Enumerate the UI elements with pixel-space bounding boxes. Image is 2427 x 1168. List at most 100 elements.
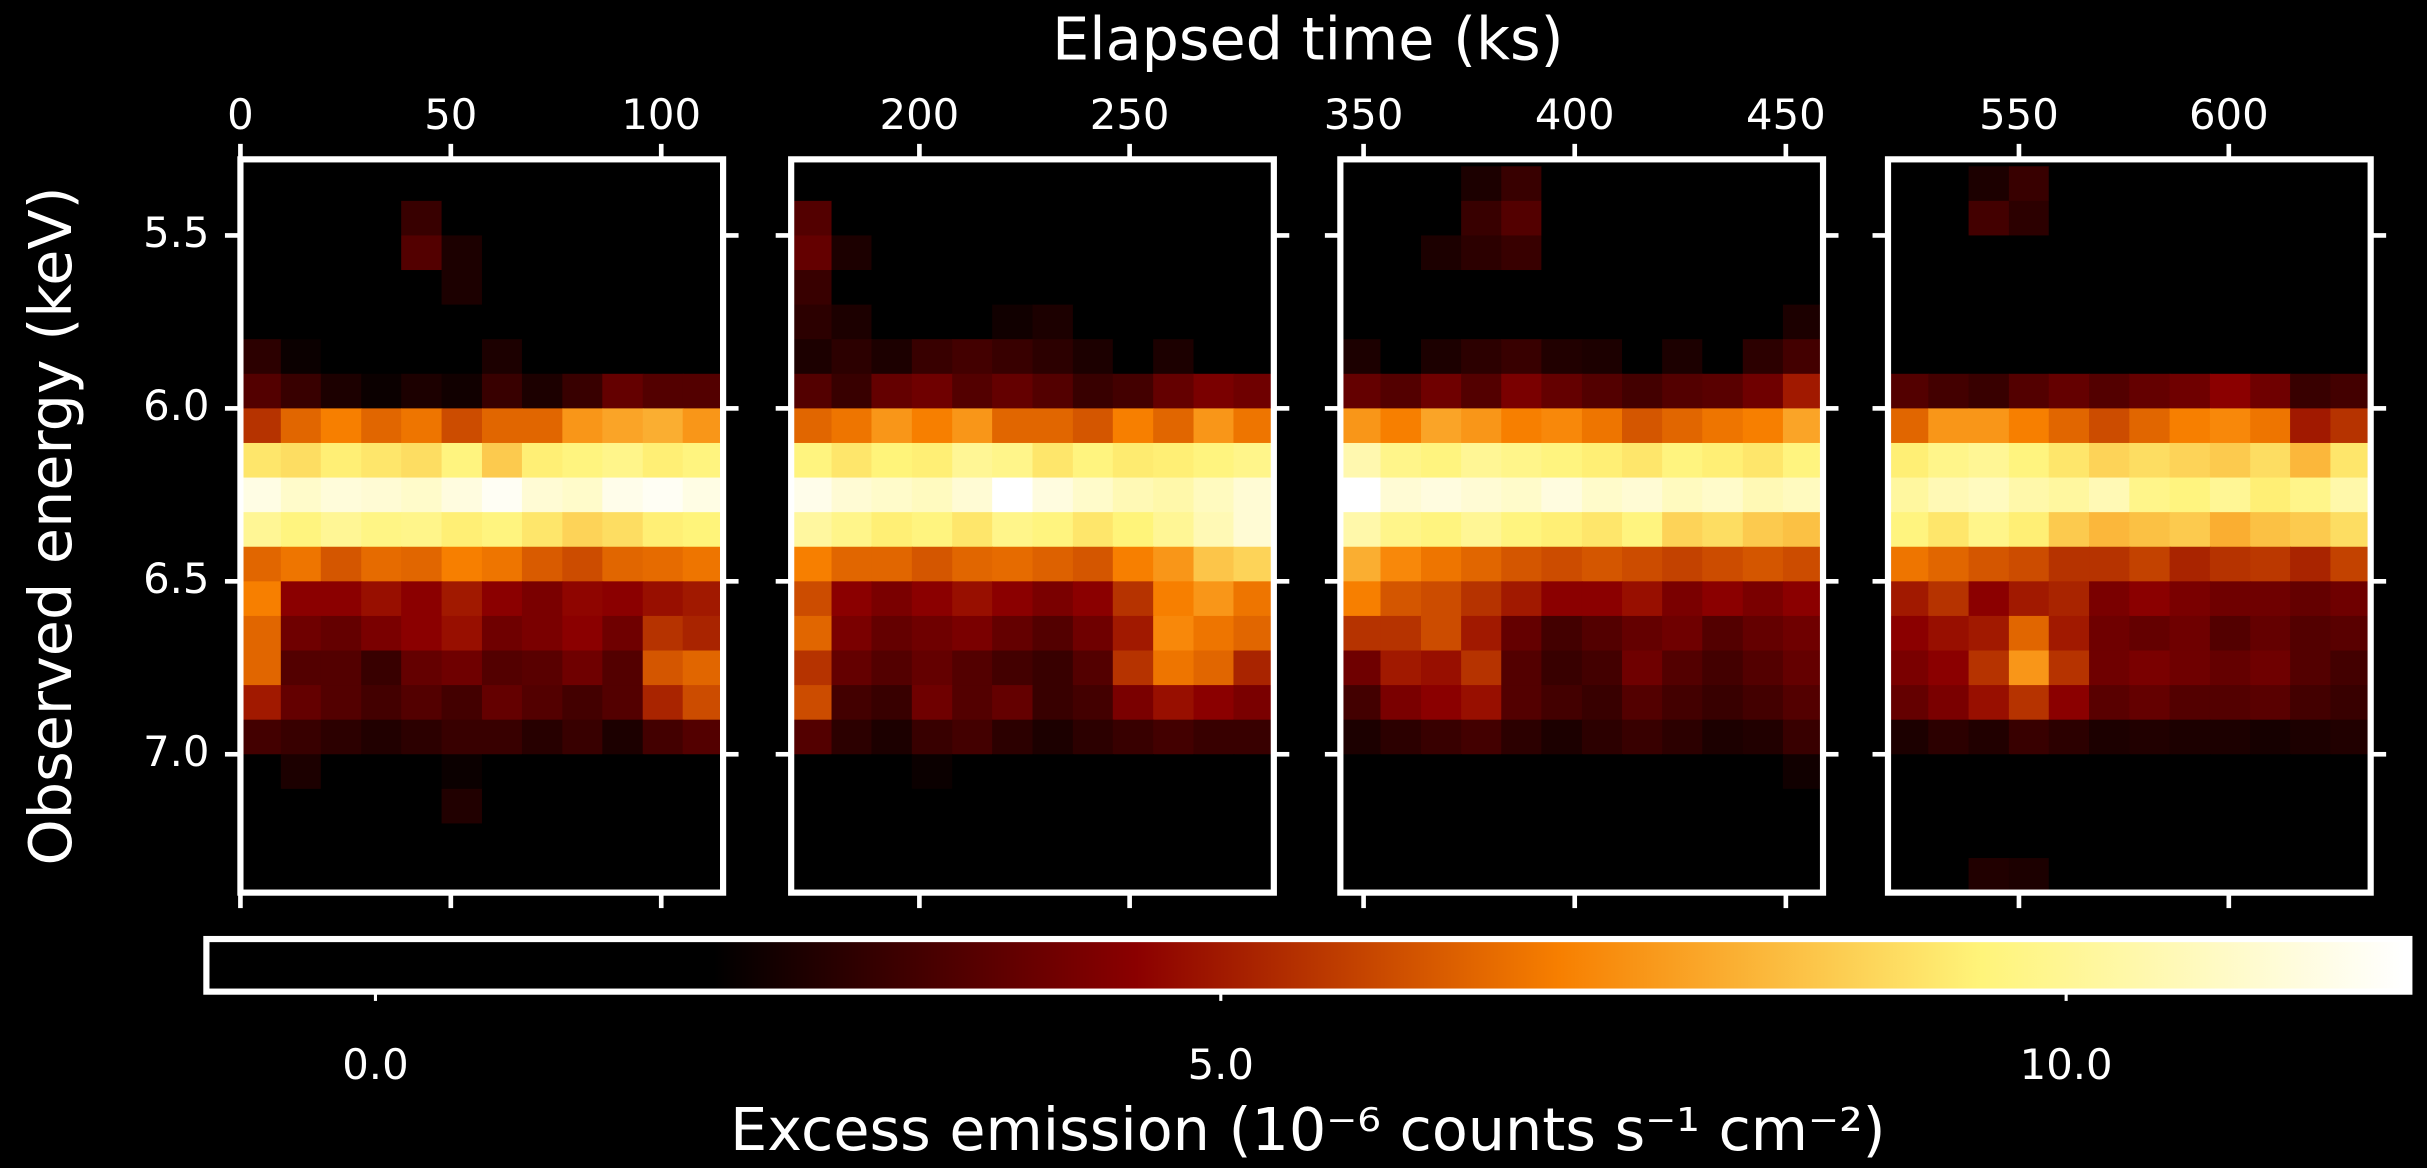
heatmap-cell	[2290, 823, 2332, 859]
heatmap-cell	[562, 442, 604, 479]
heatmap-cell	[2008, 615, 2050, 652]
heatmap-cell	[1662, 373, 1704, 410]
heatmap-cell	[481, 615, 523, 652]
heatmap-cell	[2169, 512, 2211, 548]
heatmap-cell	[871, 200, 913, 237]
heatmap-cell	[602, 373, 644, 410]
heatmap-cell	[1622, 270, 1664, 306]
heatmap-cell	[1153, 650, 1195, 687]
heatmap-cell	[791, 581, 833, 617]
heatmap-cell	[1928, 650, 1970, 687]
heatmap-cell	[1112, 235, 1155, 271]
heatmap-cell	[2129, 270, 2171, 306]
heatmap-cell	[1072, 373, 1114, 410]
heatmap-cell	[911, 477, 954, 514]
heatmap-cell	[2008, 650, 2050, 687]
heatmap-cell	[1928, 581, 1970, 617]
heatmap-cell	[682, 235, 725, 271]
heatmap-cell	[1742, 408, 1784, 444]
heatmap-cell	[1072, 858, 1114, 894]
heatmap-cell	[2250, 235, 2292, 271]
heatmap-cell	[521, 823, 564, 859]
heatmap-cell	[682, 581, 725, 617]
heatmap-cell	[521, 615, 564, 652]
heatmap-cell	[1340, 823, 1382, 859]
heatmap-cell	[280, 339, 322, 375]
heatmap-cell	[441, 339, 483, 375]
heatmap-cell	[1421, 373, 1463, 410]
heatmap-cell	[1112, 858, 1155, 894]
heatmap-cell	[441, 615, 483, 652]
heatmap-cell	[2008, 200, 2050, 237]
heatmap-cell	[682, 858, 725, 894]
heatmap-cell	[871, 754, 913, 790]
heatmap-cell	[441, 373, 483, 410]
heatmap-cell	[1662, 685, 1704, 721]
heatmap-cell	[1112, 477, 1155, 514]
heatmap-cell	[562, 581, 604, 617]
heatmap-cell	[1072, 788, 1114, 825]
heatmap-cell	[562, 373, 604, 410]
heatmap-cell	[831, 615, 873, 652]
heatmap-cell	[1702, 304, 1744, 341]
heatmap-cell	[1888, 408, 1930, 444]
heatmap-cell	[1193, 200, 1235, 237]
heatmap-cell	[871, 408, 913, 444]
heatmap-cell	[1032, 546, 1074, 583]
heatmap-cell	[1662, 477, 1704, 514]
heatmap-cell	[1112, 754, 1155, 790]
heatmap-cell	[1928, 442, 1970, 479]
heatmap-cell	[1153, 373, 1195, 410]
x-tick-label: 200	[880, 90, 960, 139]
colorbar-tick-label: 10.0	[2020, 1040, 2113, 1089]
heatmap-cell	[1233, 442, 1275, 479]
heatmap-cell	[1112, 546, 1155, 583]
heatmap-cell	[992, 546, 1034, 583]
heatmap-cell	[1581, 858, 1623, 894]
heatmap-cell	[1888, 754, 1930, 790]
heatmap-cell	[2008, 270, 2050, 306]
heatmap-cell	[2169, 788, 2211, 825]
heatmap-cell	[2209, 858, 2252, 894]
heatmap-cell	[401, 719, 443, 756]
heatmap-cell	[682, 304, 725, 341]
heatmap-cell	[1622, 719, 1664, 756]
heatmap-cell	[1233, 477, 1275, 514]
heatmap-cell	[1888, 546, 1930, 583]
heatmap-cell	[441, 685, 483, 721]
heatmap-cell	[2048, 754, 2090, 790]
heatmap-cell	[1782, 304, 1824, 341]
heatmap-cell	[1888, 373, 1930, 410]
heatmap-cell	[1622, 581, 1664, 617]
heatmap-cell	[240, 512, 282, 548]
heatmap-cell	[1782, 477, 1824, 514]
heatmap-cell	[1662, 442, 1704, 479]
heatmap-cell	[1702, 200, 1744, 237]
heatmap-cell	[361, 408, 403, 444]
heatmap-cell	[1233, 546, 1275, 583]
heatmap-cell	[1461, 200, 1503, 237]
heatmap-cell	[562, 685, 604, 721]
heatmap-cell	[361, 166, 403, 202]
heatmap-cell	[791, 339, 833, 375]
heatmap-cell	[1421, 235, 1463, 271]
heatmap-cell	[1421, 754, 1463, 790]
heatmap-cell	[1541, 615, 1583, 652]
heatmap-cell	[602, 512, 644, 548]
heatmap-cell	[2008, 823, 2050, 859]
heatmap-cell	[871, 442, 913, 479]
heatmap-cell	[1501, 858, 1543, 894]
heatmap-cell	[1662, 270, 1704, 306]
heatmap-cell	[1622, 200, 1664, 237]
heatmap-cell	[521, 650, 564, 687]
heatmap-cell	[2250, 408, 2292, 444]
heatmap-cell	[361, 581, 403, 617]
heatmap-cell	[992, 373, 1034, 410]
heatmap-cell	[2250, 270, 2292, 306]
heatmap-cell	[831, 166, 873, 202]
heatmap-cell	[1581, 823, 1623, 859]
heatmap-cell	[1662, 304, 1704, 341]
heatmap-cell	[911, 685, 954, 721]
heatmap-cell	[791, 200, 833, 237]
heatmap-cell	[642, 615, 684, 652]
